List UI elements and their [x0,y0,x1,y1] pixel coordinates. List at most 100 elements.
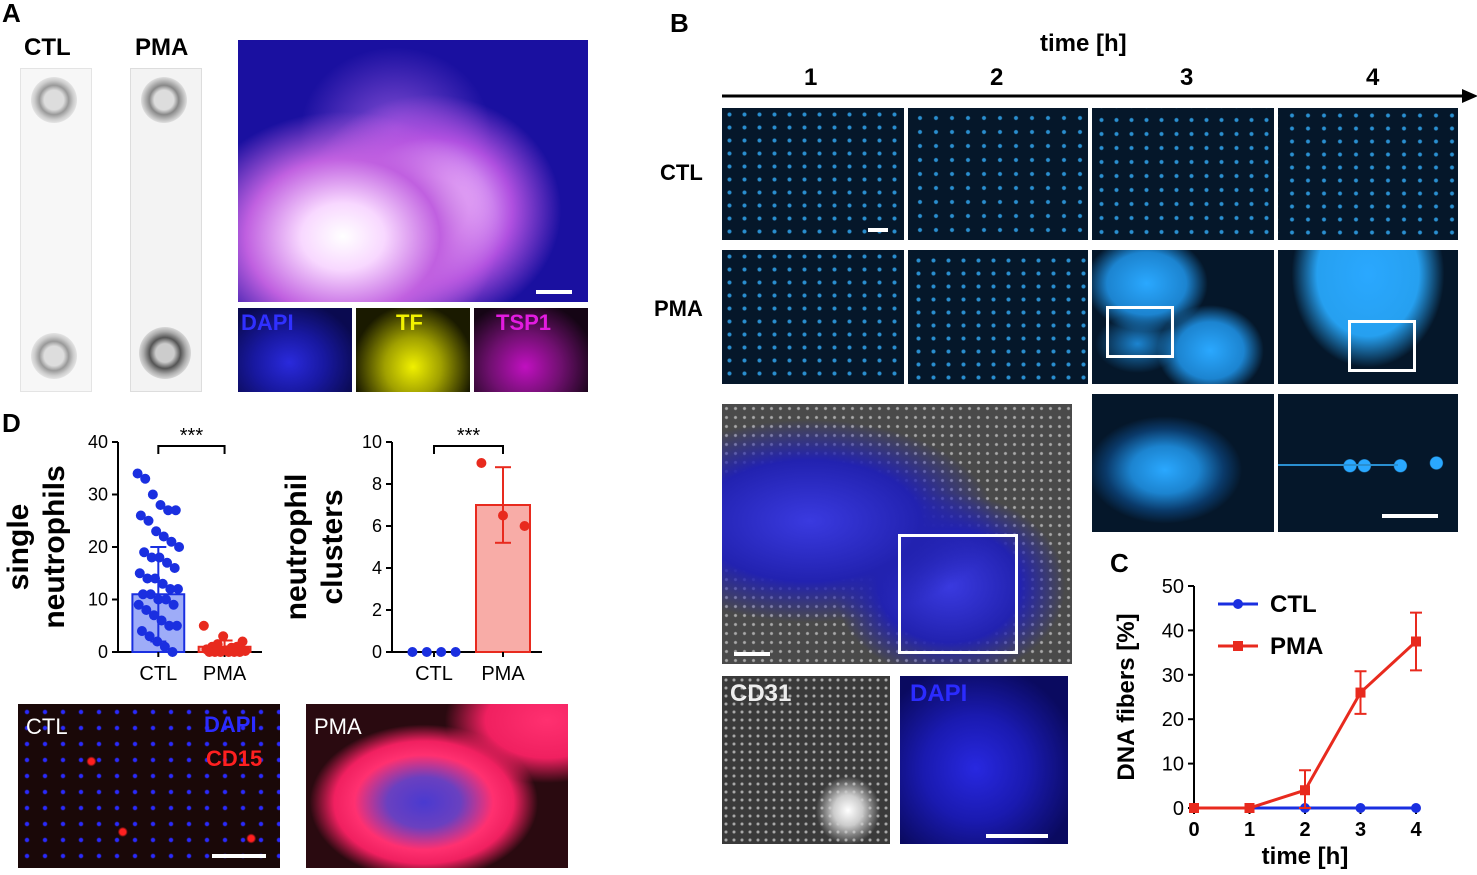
pma-t4-zoom [1278,394,1458,532]
data-point-ctl [168,599,179,610]
ctl-t2-image [908,108,1088,240]
data-point-ctl [132,468,143,479]
data-point-ctl [146,552,157,563]
data-point-ctl [148,610,159,621]
x-tick-label: 2 [1299,819,1310,841]
data-point-ctl [151,526,162,537]
data-point-ctl [160,594,171,605]
tsp1-channel: TSP1 [474,308,588,392]
time-label-1: 1 [804,64,818,91]
y-tick-label: 10 [1162,754,1184,776]
significance-stars: *** [457,425,481,447]
neutrophil-clusters-chart: 0 2 4 6 8 10 neutrophil clusters CTL PMA *** [280,425,542,685]
inset-box [898,534,1018,654]
panel-label-b: B [670,8,689,38]
data-point-ctl [159,641,170,652]
single-neutrophils-chart: 0 10 20 30 40 single neutrophils CTL PMA *** [2,425,262,685]
dna-fibers-chart: 0 10 20 30 40 50 0 1 2 3 4 time [h] DNA fibers [%] CT… [1113,576,1422,870]
y-tick-label: 20 [88,537,108,557]
panel-label-d: D [2,408,21,438]
data-point-ctl [139,547,150,558]
y-tick-label: 0 [98,642,108,662]
data-point-ctl [171,620,182,631]
y-axis-label: clusters [316,489,349,604]
chip-inlet-ctl [31,77,77,123]
y-tick-label: 4 [372,558,382,578]
y-tick-label: 30 [88,485,108,505]
data-point-ctl [172,584,183,594]
ctl-t1-image [722,108,904,240]
scale-bar [212,854,266,858]
data-point-ctl [169,563,180,573]
tf-channel: TF [356,308,470,392]
significance-bracket [157,445,226,454]
data-point-ctl [138,589,149,600]
data-point-ctl [157,578,168,589]
x-tick-label: CTL [415,663,453,685]
y-tick-label: 10 [88,590,108,610]
row-label-ctl: CTL [660,160,703,185]
data-point-ctl [155,500,166,510]
data-point-pma [476,458,487,468]
scale-bar [536,290,572,294]
y-axis-label: neutrophils [38,465,71,628]
x-tick-label: 4 [1410,819,1422,841]
y-tick-label: 0 [1173,798,1184,820]
cd31-dapi-composite [722,404,1072,664]
data-point-ctl [162,557,173,568]
stain-label-cd31: CD31 [730,680,792,707]
row-label-pma: PMA [654,296,703,321]
data-point-pma [204,647,215,657]
x-axis-label: time [h] [1262,843,1349,870]
chip-label-pma: PMA [135,34,189,61]
x-tick-label: 0 [1188,819,1199,841]
legend-label-pma: PMA [1270,633,1323,660]
ctl-t3-image [1092,108,1274,240]
time-label-4: 4 [1366,64,1380,91]
data-point-ctl [165,584,176,594]
data-point-pma [198,620,209,631]
data-point-ctl [135,510,146,521]
data-point-pma [519,521,530,531]
data-point-pma [1189,803,1199,813]
composite-micrograph [238,40,588,302]
chip-pma [130,68,202,392]
time-label-3: 3 [1180,64,1194,91]
data-point-ctl [163,505,174,516]
data-point-ctl [164,620,175,631]
legend-marker-ctl [1233,599,1243,609]
data-point-pma [1300,785,1310,796]
data-point-ctl [167,647,178,657]
data-point-ctl [133,599,144,610]
pma-t1-image [722,250,904,384]
data-point-pma [223,647,234,657]
y-tick-label: 40 [1162,620,1184,642]
data-point-ctl [436,647,447,657]
pma-t2-image [908,250,1088,384]
dapi-channel: DAPI [238,308,352,392]
data-point-ctl [143,515,154,526]
data-point-ctl [170,505,181,516]
legend-marker-pma [1233,641,1243,651]
scale-bar [734,652,770,656]
panel-label-a: A [2,0,21,28]
data-point-pma [218,631,229,642]
pma-t3-zoom [1092,394,1274,532]
scale-bar [868,228,888,232]
x-tick-label: PMA [203,663,247,685]
stain-label-dapi: DAPI [241,310,294,335]
data-point-ctl [152,636,163,647]
data-point-ctl [166,536,177,547]
x-tick-label: 1 [1244,819,1255,841]
y-tick-label: 30 [1162,665,1184,687]
data-point-ctl [144,631,155,642]
x-tick-label: 3 [1355,819,1366,841]
dapi-channel-b: DAPI [900,676,1068,844]
y-tick-label: 50 [1162,576,1184,598]
data-point-ctl [1355,803,1366,813]
micro-label-cd15: CD15 [206,746,263,771]
chip-ctl [20,68,92,392]
cd31-channel: CD31 [722,676,890,844]
time-label-2: 2 [990,64,1004,91]
data-point-pma [498,510,508,521]
